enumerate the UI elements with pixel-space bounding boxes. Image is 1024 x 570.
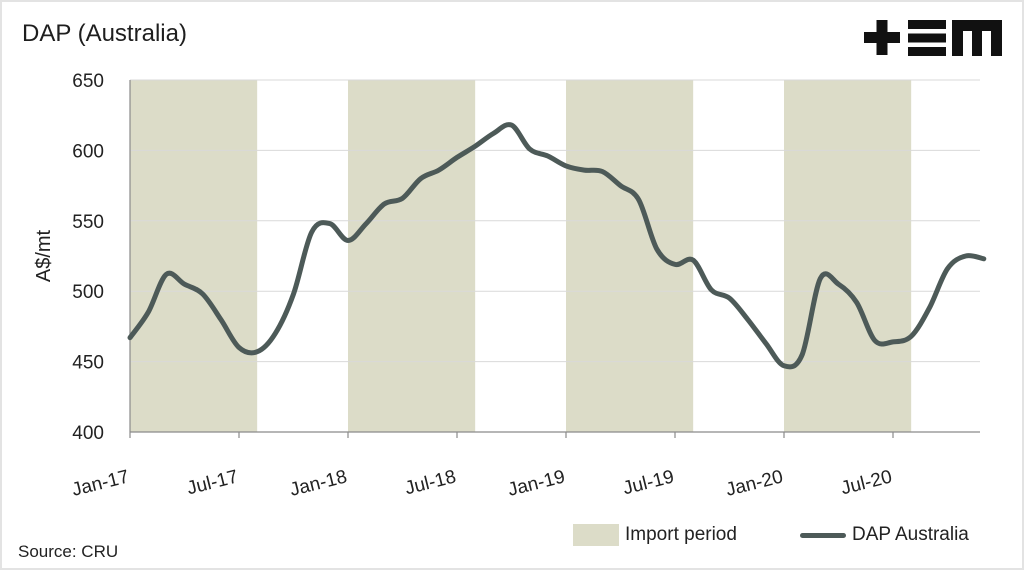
x-tick-label-Jan-19: Jan-19 [506, 466, 567, 500]
y-tick-label-400: 400 [72, 423, 104, 444]
y-tick-label-500: 500 [72, 282, 104, 303]
legend-label-import-period: Import period [625, 524, 737, 545]
series-line-dap-australia [127, 122, 987, 370]
source-note: Source: CRU [18, 542, 119, 561]
x-tick-labels: Jan-17 Jul-17 Jan-18 Jul-18 Jan-19 Jul-19 Jan-… [70, 466, 894, 500]
gridlines [130, 79, 980, 363]
axes [129, 80, 980, 438]
x-tick-label-Jan-20: Jan-20 [724, 466, 785, 500]
legend-label-dap-australia: DAP Australia [852, 524, 969, 545]
legend-item-dap-australia: DAP Australia [800, 522, 969, 548]
x-tick-label-Jan-18: Jan-18 [288, 466, 349, 500]
y-tick-labels: 400 450 500 550 600 650 [72, 71, 104, 444]
x-tick-label-Jul-17: Jul-17 [185, 466, 240, 499]
y-tick-label-600: 600 [72, 141, 104, 162]
import-band-4 [784, 80, 912, 432]
import-band-1 [130, 80, 258, 432]
x-tick-label-Jan-17: Jan-17 [70, 466, 131, 500]
tem-logo [864, 20, 1002, 56]
import-band-3 [566, 80, 694, 432]
legend-swatch-import-period [573, 524, 619, 546]
x-tick-label-Jul-20: Jul-20 [839, 466, 894, 499]
x-tick-label-Jul-19: Jul-19 [621, 466, 676, 499]
x-tick-label-Jul-18: Jul-18 [403, 466, 458, 499]
import-band-2 [348, 80, 476, 432]
chart-title: DAP (Australia) [22, 20, 187, 47]
y-tick-label-450: 450 [72, 353, 104, 374]
legend-swatch-dap-australia [800, 532, 846, 538]
legend-item-import-period: Import period [573, 522, 737, 548]
import-period-bands [130, 80, 912, 432]
y-axis-label: A$/mt [33, 229, 55, 282]
y-tick-label-550: 550 [72, 212, 104, 233]
y-tick-label-650: 650 [72, 71, 104, 92]
